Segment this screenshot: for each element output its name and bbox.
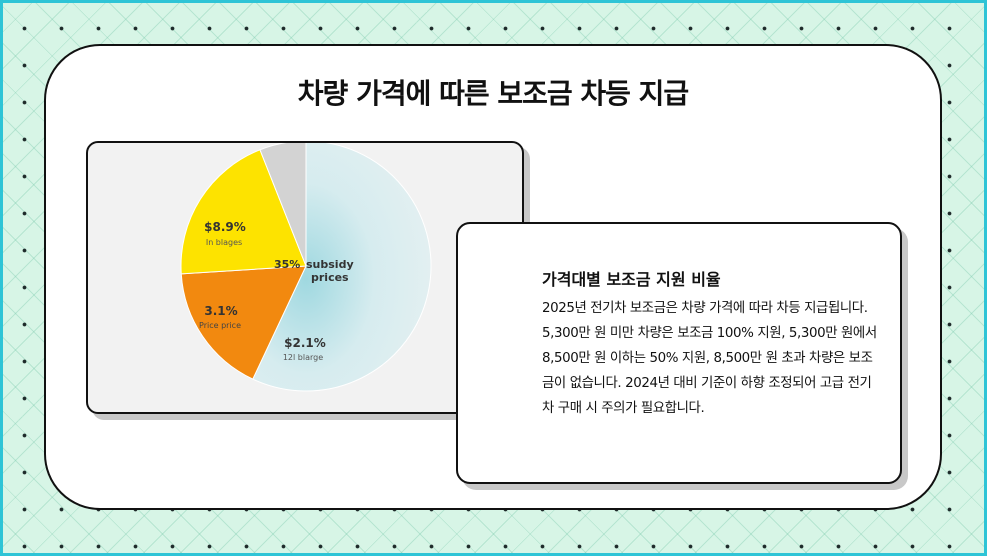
label-3-1-sub: Price price [199,321,241,330]
pie-slice-gray [259,143,307,267]
pie-chart: $8.9% In blages 35% subsidy prices 3.1% … [180,143,432,392]
label-35-text: subsidy prices [306,258,357,284]
label-35-line2: prices [311,271,349,284]
label-2-1-sub: 12l blarge [283,353,323,362]
info-heading: 가격대별 보조금 지원 비율 [542,270,721,289]
pie-chart-card: $8.9% In blages 35% subsidy prices 3.1% … [86,141,524,414]
label-35-value: 35% [274,258,300,271]
page-title: 차량 가격에 따른 보조금 차등 지급 [297,77,689,110]
info-body: 2025년 전기차 보조금은 차량 가격에 따라 차등 지급됩니다. 5,300… [542,301,877,416]
pie-slice-yellow [180,149,307,275]
main-card: 차량 가격에 따른 보조금 차등 지급 $8.9% In blages 35% … [44,44,942,510]
label-8-9-sub: In blages [206,238,242,247]
label-3-1-value: 3.1% [204,304,237,318]
label-2-1-value: $2.1% [284,336,326,350]
pie-slices [180,143,432,392]
pie-slice-light-blue [252,143,432,392]
label-35-line1: subsidy [306,258,354,271]
info-card: 가격대별 보조금 지원 비율 2025년 전기차 보조금은 차량 가격에 따라 … [456,222,902,484]
pie-slice-orange [180,265,307,380]
label-8-9-value: $8.9% [204,220,246,234]
